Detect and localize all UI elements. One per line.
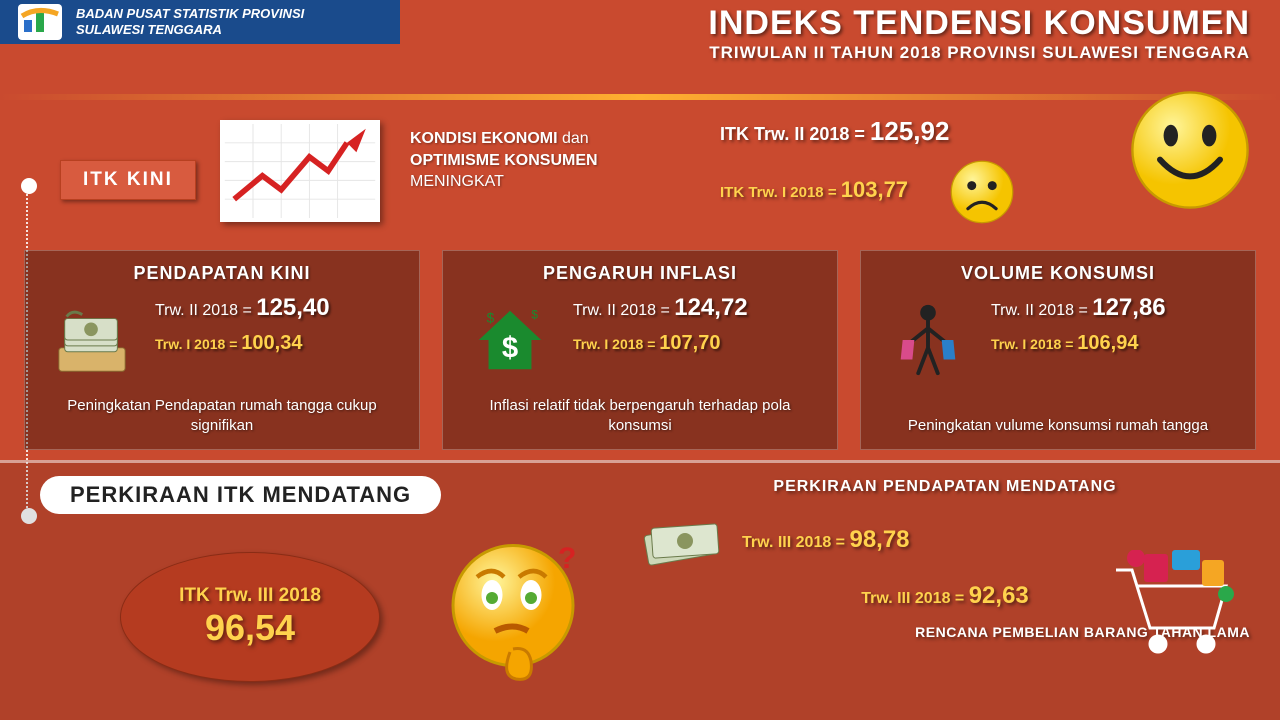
subtitle: TRIWULAN II TAHUN 2018 PROVINSI SULAWESI… [708, 43, 1250, 63]
itk-prev-label: ITK Trw. I 2018 = [720, 184, 841, 201]
bps-logo-icon [18, 4, 62, 40]
card-inflasi: PENGARUH INFLASI $ $ $ Trw. II 2018 = 12… [442, 250, 838, 450]
card-desc: Peningkatan vulume konsumsi rumah tangga [881, 416, 1235, 436]
v2: 106,94 [1077, 332, 1138, 354]
v1-label: Trw. II 2018 = [991, 302, 1092, 319]
v1-label: Trw. II 2018 = [155, 302, 256, 319]
card-title: PENDAPATAN KINI [45, 263, 399, 284]
forecast-value: 96,54 [205, 607, 295, 649]
itk-current-label: ITK Trw. II 2018 = [720, 124, 870, 144]
card-pendapatan: PENDAPATAN KINI Trw. II 2018 = 125,40 Tr… [24, 250, 420, 450]
org-line2: SULAWESI TENGGARA [76, 22, 304, 38]
v2: 92,63 [969, 582, 1029, 609]
itk-kini-badge: ITK KINI [60, 160, 196, 200]
v2: 100,34 [241, 332, 302, 354]
v2-label: Trw. III 2018 = [861, 590, 968, 607]
forecast-income-value: Trw. III 2018 = 98,78 [742, 526, 910, 554]
econ-l3: MENINGKAT [410, 173, 504, 190]
svg-text:$: $ [487, 310, 495, 325]
v1: 127,86 [1092, 294, 1165, 321]
cards-row: PENDAPATAN KINI Trw. II 2018 = 125,40 Tr… [24, 250, 1256, 450]
house-dollar-icon: $ $ $ [471, 301, 549, 379]
smiley-sad-icon [950, 160, 1014, 224]
v1: 125,40 [256, 294, 329, 321]
econ-l1a: KONDISI EKONOMI [410, 130, 558, 147]
itk-prev-value: 103,77 [841, 177, 908, 202]
itk-current: ITK Trw. II 2018 = 125,92 [720, 116, 949, 147]
svg-text:?: ? [558, 542, 576, 575]
forecast-purchase-value: Trw. III 2018 = 92,63 [861, 582, 1029, 610]
v1: 124,72 [674, 294, 747, 321]
economy-text: KONDISI EKONOMI dan OPTIMISME KONSUMEN M… [410, 128, 598, 193]
header-bar: BADAN PUSAT STATISTIK PROVINSI SULAWESI … [0, 0, 400, 44]
v2-label: Trw. I 2018 = [573, 336, 659, 352]
card-values: Trw. II 2018 = 124,72 Trw. I 2018 = 107,… [573, 294, 817, 355]
itk-values: ITK Trw. II 2018 = 125,92 ITK Trw. I 201… [720, 116, 949, 203]
org-name: BADAN PUSAT STATISTIK PROVINSI SULAWESI … [76, 6, 304, 37]
card-title: VOLUME KONSUMSI [881, 263, 1235, 284]
forecast-label: ITK Trw. III 2018 [179, 585, 321, 607]
forecast-right-heading: PERKIRAAN PENDAPATAN MENDATANG [640, 478, 1250, 496]
v1-label: Trw. III 2018 = [742, 534, 849, 551]
thinking-emoji-icon: ? [438, 538, 588, 688]
money-stack-icon [53, 301, 131, 379]
itk-current-value: 125,92 [870, 116, 950, 146]
v2-label: Trw. I 2018 = [155, 336, 241, 352]
shopping-cart-electronics-icon [1106, 550, 1236, 660]
card-desc: Peningkatan Pendapatan rumah tangga cuku… [45, 396, 399, 435]
smiley-happy-icon [1130, 90, 1250, 210]
svg-text:$: $ [502, 333, 518, 365]
shopper-icon [889, 301, 967, 379]
title: INDEKS TENDENSI KONSUMEN [708, 4, 1250, 43]
card-title: PENGARUH INFLASI [463, 263, 817, 284]
card-values: Trw. II 2018 = 127,86 Trw. I 2018 = 106,… [991, 294, 1235, 355]
card-desc: Inflasi relatif tidak berpengaruh terhad… [463, 396, 817, 435]
svg-text:$: $ [531, 309, 538, 322]
v1: 98,78 [849, 526, 909, 553]
card-values: Trw. II 2018 = 125,40 Trw. I 2018 = 100,… [155, 294, 399, 355]
main-title: INDEKS TENDENSI KONSUMEN TRIWULAN II TAH… [708, 4, 1250, 63]
forecast-title-pill: PERKIRAAN ITK MENDATANG [40, 476, 441, 514]
v2-label: Trw. I 2018 = [991, 336, 1077, 352]
v1-label: Trw. II 2018 = [573, 302, 674, 319]
org-line1: BADAN PUSAT STATISTIK PROVINSI [76, 6, 304, 22]
itk-prev: ITK Trw. I 2018 = 103,77 [720, 177, 949, 203]
forecast-oval: ITK Trw. III 2018 96,54 [120, 552, 380, 682]
divider-gradient [0, 94, 1280, 100]
econ-l1b: dan [558, 130, 589, 147]
money-bills-icon [640, 512, 724, 568]
card-konsumsi: VOLUME KONSUMSI Trw. II 2018 = 127,86 Tr… [860, 250, 1256, 450]
v2: 107,70 [659, 332, 720, 354]
rising-chart-icon [220, 120, 380, 222]
econ-l2: OPTIMISME KONSUMEN [410, 152, 598, 169]
